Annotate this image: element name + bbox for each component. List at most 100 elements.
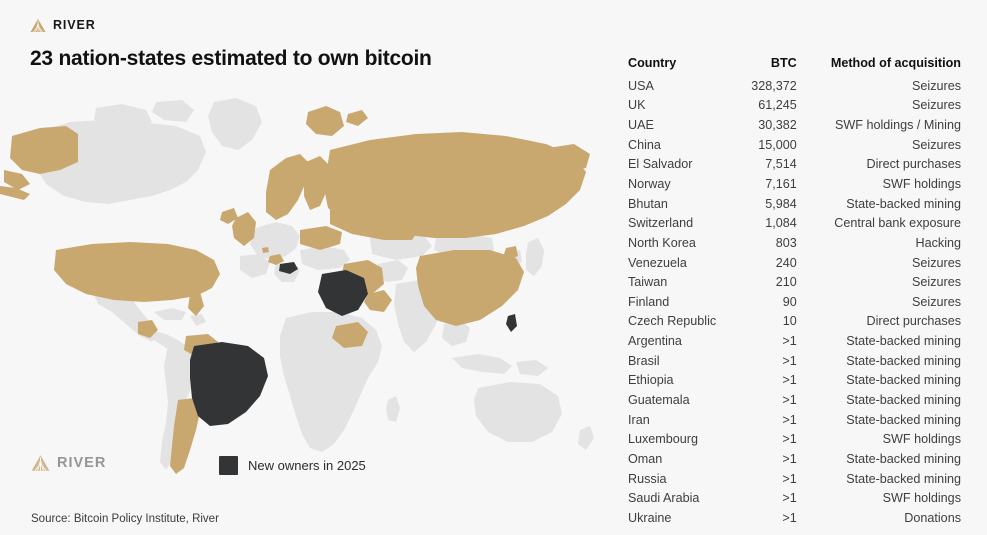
brand-logo: RIVER xyxy=(30,19,96,32)
cell-btc: 1,084 xyxy=(765,216,797,231)
cell-btc: 240 xyxy=(775,255,797,270)
cell-btc: >1 xyxy=(782,432,797,447)
cell-method: Donations xyxy=(904,511,961,526)
cell-btc: >1 xyxy=(782,412,797,427)
table-header: Country BTC Method of acquisition xyxy=(628,56,961,76)
cell-method: Seizures xyxy=(912,294,961,309)
cell-method: Direct purchases xyxy=(866,157,962,172)
river-mountain-logo-icon xyxy=(31,455,50,471)
cell-country: Saudi Arabia xyxy=(628,491,700,506)
cell-btc: 61,245 xyxy=(758,98,797,113)
table-row: Switzerland 1,084 Central bank exposure xyxy=(628,214,961,234)
cell-country: China xyxy=(628,137,661,152)
table-row: Venezuela 240 Seizures xyxy=(628,253,961,273)
cell-method: Seizures xyxy=(912,275,961,290)
cell-method: SWF holdings xyxy=(882,491,961,506)
cell-btc: 90 xyxy=(782,294,797,309)
new-owner-countries-2025 xyxy=(190,262,517,426)
table-row: Ukraine >1 Donations xyxy=(628,508,961,528)
table-row: Russia >1 State-backed mining xyxy=(628,469,961,489)
table-row: UK 61,245 Seizures xyxy=(628,96,961,116)
table-row: Argentina >1 State-backed mining xyxy=(628,332,961,352)
cell-method: State-backed mining xyxy=(846,196,961,211)
column-header-country: Country xyxy=(628,56,677,70)
cell-method: Seizures xyxy=(912,98,961,113)
table-row: Iran >1 State-backed mining xyxy=(628,410,961,430)
cell-country: Argentina xyxy=(628,334,682,349)
cell-btc: 328,372 xyxy=(751,78,797,93)
cell-method: SWF holdings xyxy=(882,432,961,447)
table-row: El Salvador 7,514 Direct purchases xyxy=(628,155,961,175)
column-header-btc: BTC xyxy=(770,56,797,70)
cell-method: State-backed mining xyxy=(846,393,961,408)
table-row: Czech Republic 10 Direct purchases xyxy=(628,312,961,332)
cell-method: Seizures xyxy=(912,78,961,93)
cell-btc: >1 xyxy=(782,373,797,388)
cell-country: Oman xyxy=(628,452,663,467)
map-legend: New owners in 2025 xyxy=(219,456,366,475)
table-body: USA 328,372 Seizures UK 61,245 Seizures UAE 30,… xyxy=(628,76,961,528)
map-watermark: RIVER xyxy=(31,455,106,471)
column-header-method: Method of acquisition xyxy=(830,56,961,70)
cell-btc: 7,514 xyxy=(765,157,797,172)
cell-method: State-backed mining xyxy=(846,452,961,467)
cell-country: North Korea xyxy=(628,235,696,250)
cell-country: Finland xyxy=(628,294,670,309)
cell-btc: >1 xyxy=(782,393,797,408)
cell-country: El Salvador xyxy=(628,157,693,172)
holdings-table: Country BTC Method of acquisition USA 328… xyxy=(628,56,961,528)
table-row: Guatemala >1 State-backed mining xyxy=(628,391,961,411)
cell-country: Ukraine xyxy=(628,511,672,526)
table-header-row: Country BTC Method of acquisition xyxy=(628,56,961,76)
cell-country: Venezuela xyxy=(628,255,687,270)
cell-method: Central bank exposure xyxy=(834,216,961,231)
table-row: Oman >1 State-backed mining xyxy=(628,449,961,469)
cell-btc: >1 xyxy=(782,334,797,349)
table-row: Luxembourg >1 SWF holdings xyxy=(628,430,961,450)
cell-btc: 210 xyxy=(775,275,797,290)
table-row: UAE 30,382 SWF holdings / Mining xyxy=(628,115,961,135)
cell-method: State-backed mining xyxy=(846,471,961,486)
cell-btc: 7,161 xyxy=(765,176,797,191)
cell-country: Luxembourg xyxy=(628,432,699,447)
cell-btc: 10 xyxy=(782,314,797,329)
cell-method: State-backed mining xyxy=(846,334,961,349)
table-row: Saudi Arabia >1 SWF holdings xyxy=(628,489,961,509)
nation-state-holdings-table: Country BTC Method of acquisition USA 328… xyxy=(628,56,961,528)
table-row: North Korea 803 Hacking xyxy=(628,233,961,253)
cell-country: Ethiopia xyxy=(628,373,674,388)
cell-country: Guatemala xyxy=(628,393,690,408)
table-row: USA 328,372 Seizures xyxy=(628,76,961,96)
source-note: Source: Bitcoin Policy Institute, River xyxy=(31,513,219,525)
cell-btc: >1 xyxy=(782,353,797,368)
cell-btc: >1 xyxy=(782,491,797,506)
watermark-label: RIVER xyxy=(57,454,107,471)
cell-method: State-backed mining xyxy=(846,412,961,427)
cell-method: SWF holdings xyxy=(882,176,961,191)
cell-method: Hacking xyxy=(915,235,962,250)
cell-country: Norway xyxy=(628,176,671,191)
legend-label-new-owners: New owners in 2025 xyxy=(248,458,366,473)
page-title: 23 nation-states estimated to own bitcoi… xyxy=(30,47,432,70)
cell-country: Taiwan xyxy=(628,275,668,290)
cell-btc: >1 xyxy=(782,511,797,526)
cell-btc: 5,984 xyxy=(765,196,797,211)
cell-country: Bhutan xyxy=(628,196,668,211)
owner-countries xyxy=(0,106,590,474)
table-row: Taiwan 210 Seizures xyxy=(628,273,961,293)
cell-method: Direct purchases xyxy=(866,314,962,329)
cell-country: Czech Republic xyxy=(628,314,717,329)
cell-country: USA xyxy=(628,78,654,93)
cell-country: Russia xyxy=(628,471,667,486)
cell-country: UAE xyxy=(628,117,654,132)
cell-btc: >1 xyxy=(782,452,797,467)
cell-btc: 30,382 xyxy=(758,117,797,132)
cell-btc: >1 xyxy=(782,471,797,486)
brand-name: RIVER xyxy=(53,18,96,33)
cell-method: Seizures xyxy=(912,137,961,152)
table-row: Finland 90 Seizures xyxy=(628,292,961,312)
cell-method: SWF holdings / Mining xyxy=(835,117,961,132)
cell-country: Switzerland xyxy=(628,216,694,231)
cell-method: State-backed mining xyxy=(846,373,961,388)
table-row: China 15,000 Seizures xyxy=(628,135,961,155)
